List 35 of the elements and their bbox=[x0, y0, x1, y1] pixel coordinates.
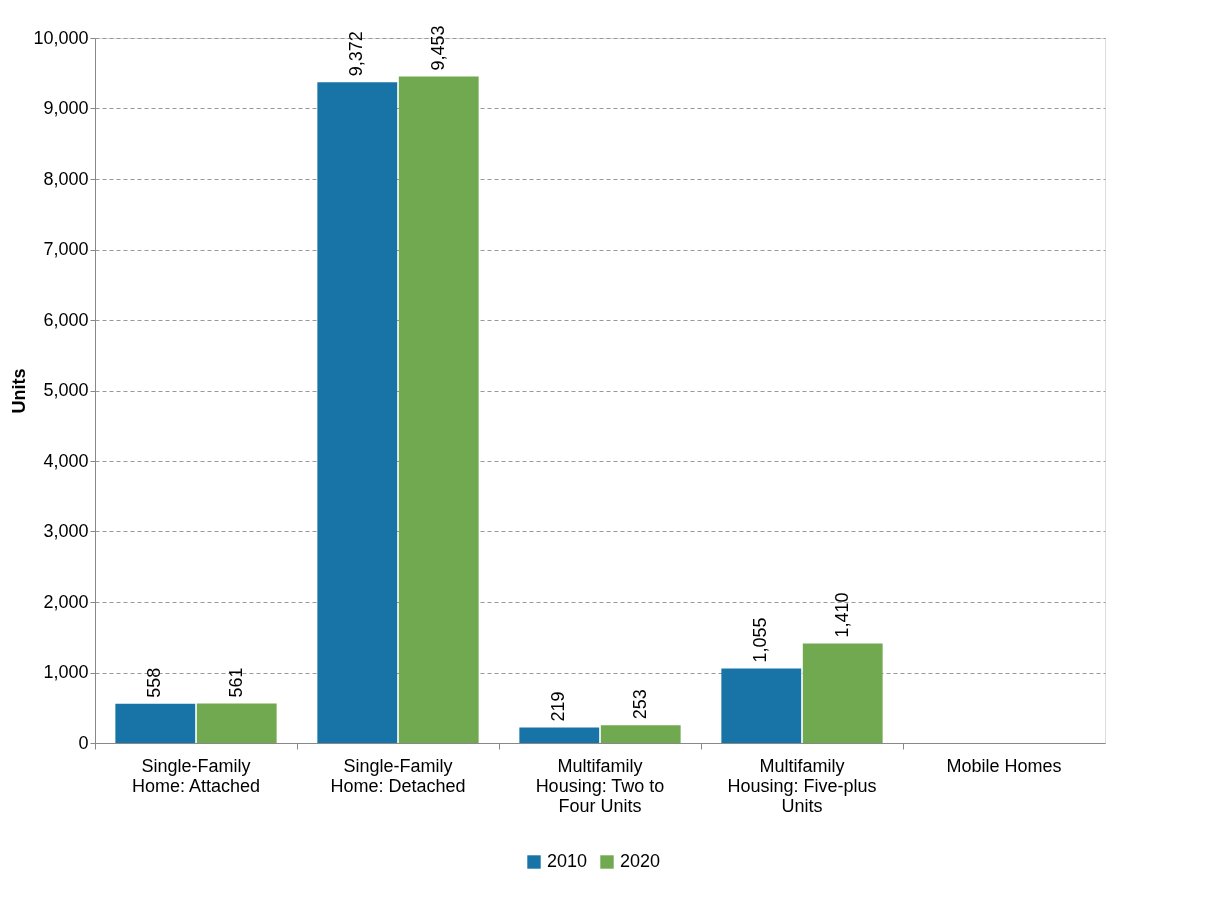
y-tick-label: 3,000 bbox=[43, 521, 89, 541]
y-axis-title: Units bbox=[9, 368, 30, 414]
x-tick-label: Multifamily Housing: Five-plus Units bbox=[727, 755, 877, 816]
data-label: 219 bbox=[548, 691, 569, 722]
legend-label: 2020 bbox=[620, 851, 661, 871]
bar bbox=[317, 82, 398, 743]
bar bbox=[115, 703, 196, 743]
y-tick-label: 0 bbox=[78, 732, 89, 753]
y-tick-label: 4,000 bbox=[43, 450, 89, 471]
data-label: 9,453 bbox=[427, 25, 448, 71]
y-tick-label: 10,000 bbox=[33, 27, 89, 48]
bar bbox=[398, 76, 479, 743]
x-tick-label: Mobile Homes bbox=[946, 755, 1062, 776]
y-tick-label: 6,000 bbox=[43, 309, 89, 330]
data-label: 1,410 bbox=[831, 592, 852, 638]
data-label: 9,372 bbox=[346, 31, 367, 77]
y-tick-label: 5,000 bbox=[43, 380, 89, 400]
y-tick-label: 9,000 bbox=[43, 98, 89, 118]
x-tick-label: Multifamily Housing: Two to Four Units bbox=[535, 755, 665, 816]
x-tick-label: Single-Family Home: Detached bbox=[330, 755, 466, 796]
y-tick-label: 2,000 bbox=[43, 591, 89, 612]
data-label: 253 bbox=[629, 689, 650, 720]
bar bbox=[802, 643, 883, 743]
x-tick-label: Single-Family Home: Attached bbox=[131, 755, 261, 796]
y-tick-label: 7,000 bbox=[43, 239, 89, 259]
bar bbox=[519, 727, 600, 743]
bar bbox=[196, 703, 277, 743]
bar bbox=[721, 668, 802, 743]
legend-label: 2010 bbox=[547, 851, 588, 871]
data-label: 1,055 bbox=[750, 617, 771, 663]
data-label: 561 bbox=[225, 667, 246, 698]
y-tick-label: 1,000 bbox=[43, 662, 89, 682]
y-tick-label: 8,000 bbox=[43, 168, 89, 189]
data-label: 558 bbox=[144, 667, 165, 698]
bar bbox=[600, 725, 681, 743]
